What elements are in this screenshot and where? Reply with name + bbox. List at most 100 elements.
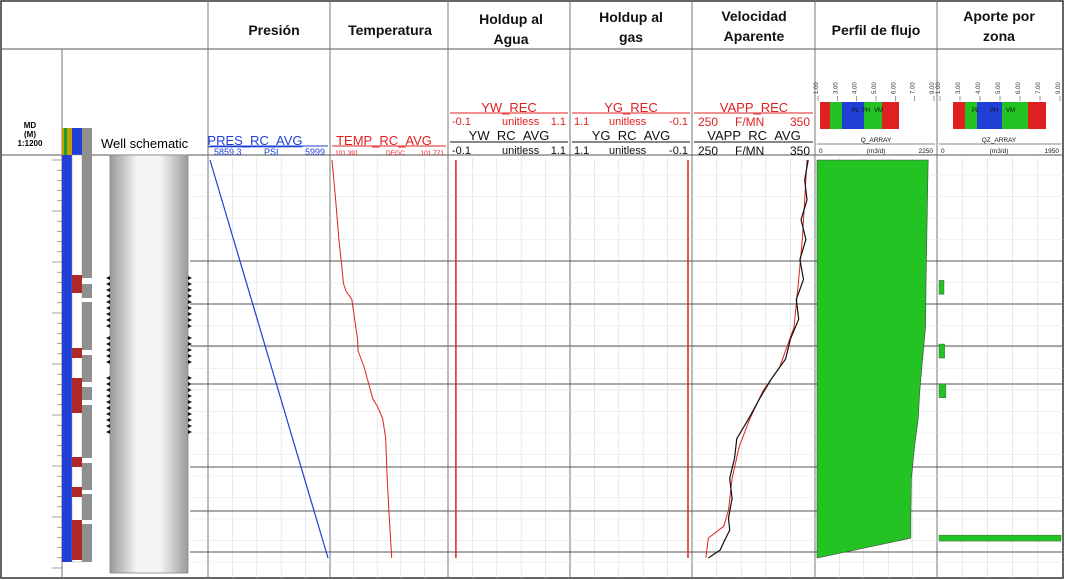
header-holdup-agua-line1: Holdup al [479, 11, 543, 27]
mini-scale-label: 6.00 [891, 82, 897, 94]
perf-mark-right [188, 306, 192, 310]
mini-scale-label: 6.00 [1016, 82, 1022, 94]
perf-zone [72, 348, 82, 358]
curve-vapp-rc-avg [707, 159, 809, 559]
pres-min: 5859.3 [214, 147, 242, 157]
perf-mark-left [106, 430, 110, 434]
curves [209, 159, 1062, 559]
perf-mark-right [188, 430, 192, 434]
yw-rec-name: YW_REC [481, 100, 537, 115]
qz-bar [938, 343, 945, 359]
temp-unit: DEGC [386, 150, 405, 157]
q-array-area [816, 159, 929, 559]
perf-mark-left [106, 276, 110, 280]
perf-mark-left [106, 288, 110, 292]
depth-unit-label: (M) [24, 130, 36, 139]
perf-mark-right [188, 294, 192, 298]
vapp-avg-name: VAPP_RC_AVG [707, 128, 800, 143]
perf-mark-left [106, 376, 110, 380]
header-temperatura: Temperatura [348, 22, 432, 38]
perf-mark-right [188, 324, 192, 328]
vapp-avg-max: 350 [790, 144, 810, 158]
q-array-header: 1.00 3.00 4.00 5.00 6.00 7.00 9.00 PL PH VM Q_… [814, 82, 936, 155]
yw-avg-max: 1.1 [551, 145, 566, 157]
pres-unit: PSI [264, 147, 279, 157]
qz-mini-label-vm: VM [1006, 108, 1015, 114]
perf-mark-left [106, 282, 110, 286]
depth-ticks [52, 159, 62, 569]
depth-md-label: MD [24, 121, 37, 130]
perf-mark-left [106, 418, 110, 422]
depth-track: MD (M) 1:1200 [18, 121, 62, 569]
perf-mark-left [106, 382, 110, 386]
q-array-unit: (m3/d) [867, 148, 886, 155]
mini-scale-label: 4.00 [976, 82, 982, 94]
header-velocidad-line1: Velocidad [721, 8, 786, 24]
perf-mark-left [106, 360, 110, 364]
perf-mark-right [188, 376, 192, 380]
q-array-min: 0 [819, 148, 823, 155]
perf-mark-left [106, 294, 110, 298]
zone-columns [62, 128, 92, 563]
perf-mark-right [188, 348, 192, 352]
qz-array-min: 0 [941, 148, 945, 155]
vapp-rec-name: VAPP_REC [720, 100, 788, 115]
perf-mark-left [106, 306, 110, 310]
perf-mark-right [188, 412, 192, 416]
perf-mark-right [188, 312, 192, 316]
yg-rec-min: 1.1 [574, 116, 589, 128]
perf-mark-left [106, 412, 110, 416]
perf-mark-right [188, 394, 192, 398]
temp-header: TEMP_RC_AVG 101.391 DEGC 101.771 [332, 133, 446, 157]
yg-rec-unit: unitless [609, 116, 647, 128]
perf-mark-left [106, 394, 110, 398]
yg-header: YG_REC 1.1 unitless -0.1 YG_RC_AVG 1.1 u… [572, 100, 690, 157]
perf-mark-left [106, 400, 110, 404]
perf-mark-right [188, 424, 192, 428]
header-holdup-agua-line2: Agua [494, 31, 529, 47]
temp-curve-name: TEMP_RC_AVG [336, 133, 432, 148]
q-mini-scale: 1.00 3.00 4.00 5.00 6.00 7.00 9.00 [814, 82, 936, 101]
mini-scale-label: 4.00 [853, 82, 859, 94]
casing-pipe [109, 154, 189, 574]
perf-mark-right [188, 282, 192, 286]
yg-avg-max: -0.1 [669, 145, 688, 157]
perf-mark-left [106, 318, 110, 322]
perf-zone [72, 520, 82, 560]
vapp-rec-max: 350 [790, 115, 810, 129]
perf-mark-right [188, 342, 192, 346]
vapp-rec-unit: F/MN [735, 115, 764, 129]
perf-mark-left [106, 406, 110, 410]
vapp-avg-min: 250 [698, 144, 718, 158]
yw-rec-min: -0.1 [452, 116, 471, 128]
header-presion: Presión [248, 22, 299, 38]
yw-avg-unit: unitless [502, 145, 540, 157]
well-schematic: Well schematic [101, 136, 192, 574]
perf-mark-left [106, 388, 110, 392]
yg-avg-unit: unitless [609, 145, 647, 157]
q-mini-label-vm: VM [874, 108, 883, 114]
vapp-header: VAPP_REC 250 F/MN 350 VAPP_RC_AVG 250 F/… [694, 100, 813, 158]
qz-array-header: 1.00 3.00 4.00 5.00 6.00 7.00 9.00 PL PH VM QZ… [936, 82, 1062, 155]
header-velocidad-line2: Aparente [724, 28, 785, 44]
track-headers: Presión Temperatura Holdup al Agua Holdu… [248, 8, 1035, 47]
yg-rec-max: -0.1 [669, 116, 688, 128]
perf-mark-right [188, 354, 192, 358]
q-mini-label-pl: PL [852, 108, 860, 114]
header-aporte-line2: zona [983, 28, 1015, 44]
q-array-max: 2250 [919, 148, 934, 155]
vapp-rec-min: 250 [698, 115, 718, 129]
perf-mark-right [188, 318, 192, 322]
qz-bar [938, 383, 947, 399]
qz-bar [938, 534, 1062, 542]
qz-mini-scale: 1.00 3.00 4.00 5.00 6.00 7.00 9.00 [936, 82, 1062, 101]
perf-mark-right [188, 406, 192, 410]
yg-rec-name: YG_REC [604, 100, 657, 115]
mini-scale-label: 1.00 [936, 82, 942, 94]
perf-mark-left [106, 312, 110, 316]
yw-avg-name: YW_RC_AVG [469, 128, 550, 143]
perf-mark-right [188, 360, 192, 364]
mini-scale-label: 5.00 [996, 82, 1002, 94]
perf-mark-left [106, 300, 110, 304]
